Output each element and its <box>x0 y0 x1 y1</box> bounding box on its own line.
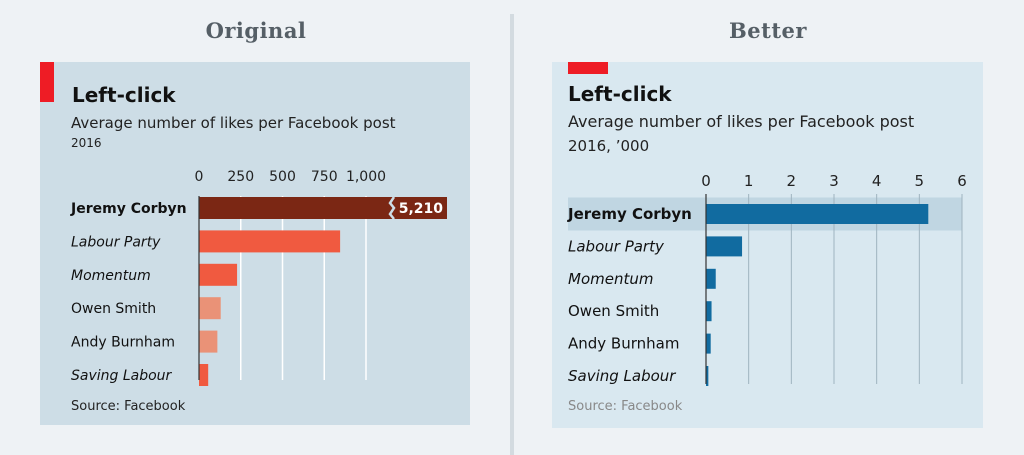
bar <box>199 364 209 386</box>
chart-subtitle: Average number of likes per Facebook pos… <box>71 114 396 132</box>
original-chart-panel: Left-click Average number of likes per F… <box>40 62 470 425</box>
chart-title: Left-click <box>72 83 176 107</box>
x-tick-label: 250 <box>227 169 254 185</box>
axis-break-mark <box>388 196 396 220</box>
category-label: Labour Party <box>568 237 665 255</box>
red-tag <box>40 62 54 102</box>
bar <box>706 366 709 386</box>
x-tick-label: 1 <box>744 172 754 190</box>
x-tick-label: 1,000 <box>346 169 386 185</box>
bar <box>199 330 218 353</box>
better-chart-plot: 0 1 2 3 4 5 6 Jeremy Corbyn Labour Party Momentum… <box>567 172 967 386</box>
category-label: Labour Party <box>71 234 161 250</box>
x-tick-label: 0 <box>195 169 204 185</box>
x-tick-label: 5 <box>915 172 925 190</box>
x-tick-label: 500 <box>269 169 296 185</box>
chart-subtitle-year: 2016, ’000 <box>568 137 650 155</box>
header-better: Better <box>729 18 807 43</box>
chart-subtitle: Average number of likes per Facebook pos… <box>568 112 915 131</box>
x-tick-label: 3 <box>829 172 839 190</box>
category-label: Momentum <box>568 270 653 288</box>
chart-title: Left-click <box>568 82 672 106</box>
original-chart-plot: 0 250 500 750 1,000 Jeremy Corbyn 5,210 Labour … <box>70 169 447 386</box>
bar <box>706 236 743 257</box>
x-tick-label: 2 <box>787 172 797 190</box>
x-tick-label: 750 <box>311 169 338 185</box>
divider <box>510 14 514 455</box>
category-label: Owen Smith <box>71 301 156 317</box>
category-label: Jeremy Corbyn <box>70 201 187 217</box>
category-label: Andy Burnham <box>71 335 175 351</box>
category-label: Saving Labour <box>568 367 676 385</box>
chart-subtitle-year: 2016 <box>71 136 102 150</box>
header-original: Original <box>205 18 307 43</box>
red-tag <box>568 62 608 74</box>
bar <box>199 230 341 253</box>
x-tick-label: 6 <box>957 172 967 190</box>
bar <box>706 268 716 289</box>
category-label: Saving Labour <box>71 368 173 384</box>
x-tick-label: 4 <box>872 172 882 190</box>
category-label: Momentum <box>71 268 151 284</box>
chart-source: Source: Facebook <box>71 399 186 414</box>
bar <box>199 297 221 320</box>
chart-source: Source: Facebook <box>568 399 683 414</box>
category-label: Owen Smith <box>568 302 659 320</box>
better-chart-panel: Left-click Average number of likes per F… <box>552 62 983 428</box>
bar <box>199 197 447 219</box>
category-label: Andy Burnham <box>568 335 679 353</box>
bar <box>706 204 929 224</box>
category-label: Jeremy Corbyn <box>567 205 692 223</box>
bar <box>706 301 712 322</box>
bar <box>199 263 238 286</box>
bar <box>706 333 711 354</box>
bar-value-label: 5,210 <box>399 201 444 217</box>
x-tick-label: 0 <box>701 172 711 190</box>
